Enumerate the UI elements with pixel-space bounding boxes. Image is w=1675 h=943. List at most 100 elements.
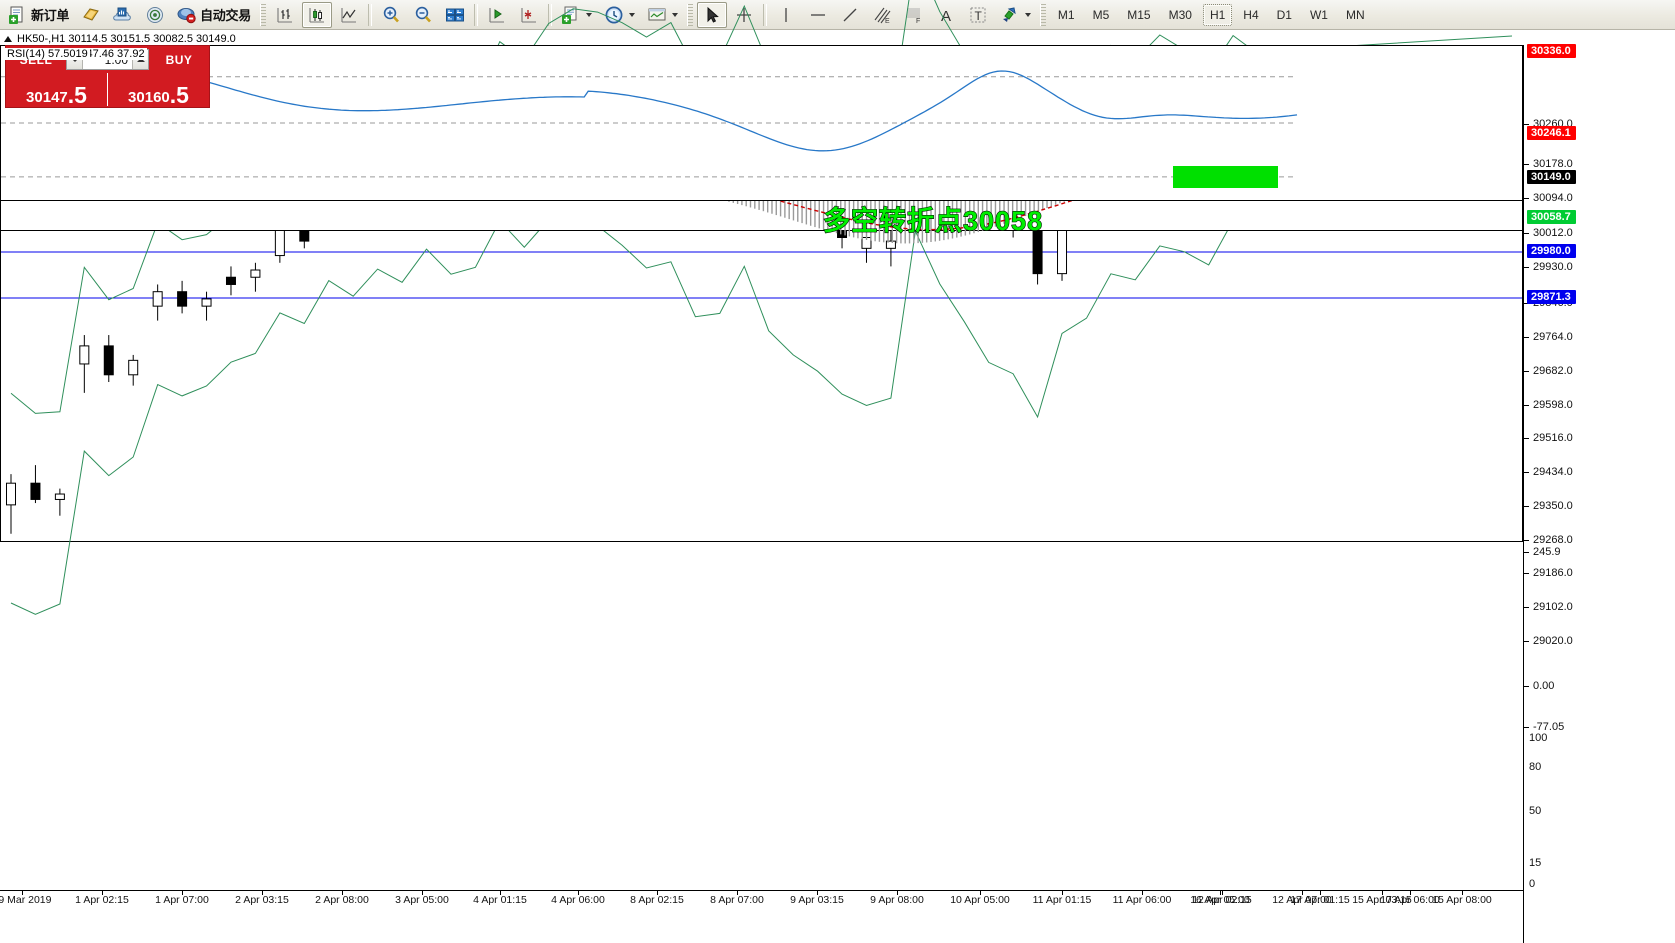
chevron-down-icon[interactable] (671, 12, 678, 17)
toolbar-grip[interactable] (686, 3, 693, 26)
sell-price[interactable]: 30147 .5 (6, 73, 108, 106)
time-axis-label: 16 Apr 05:00 (1190, 894, 1250, 906)
toolbar-grip[interactable] (1039, 3, 1046, 26)
price-axis-chip[interactable]: 29871.3 (1527, 290, 1576, 304)
rsi-chart-canvas (1, 68, 1298, 178)
price-axis-tick: 29764.0 (1524, 331, 1573, 343)
timeframe-d1[interactable]: D1 (1276, 7, 1292, 22)
price-axis-tick: 29268.0 (1524, 534, 1573, 546)
time-axis-label: 4 Apr 01:15 (473, 894, 527, 906)
period-icon (604, 5, 624, 25)
cursor-button[interactable] (696, 1, 727, 28)
text-icon: A (936, 5, 956, 25)
fibonacci-button[interactable]: F (899, 2, 929, 28)
time-axis-label: 11 Apr 01:15 (1032, 894, 1092, 906)
svg-text:T: T (974, 9, 982, 23)
price-axis-chip[interactable]: 29980.0 (1527, 244, 1576, 258)
signals-button[interactable] (140, 2, 170, 28)
expert-advisor-button[interactable] (76, 2, 106, 28)
timeframe-h4[interactable]: H4 (1243, 7, 1259, 22)
chart-shift-button[interactable] (482, 2, 512, 28)
timeframe-w1[interactable]: W1 (1309, 7, 1328, 22)
autotrading-label: 自动交易 (200, 8, 251, 23)
timeframe-m15[interactable]: M15 (1127, 7, 1151, 22)
time-axis-label: 9 Apr 08:00 (870, 894, 924, 906)
line-chart-button[interactable] (334, 2, 364, 28)
time-axis-label: 8 Apr 07:00 (710, 894, 764, 906)
price-axis-tick: 30178.0 (1524, 158, 1573, 170)
bar-chart-button[interactable] (270, 2, 300, 28)
rsi-axis-tick: 50 (1529, 805, 1542, 817)
bar-chart-icon (275, 5, 295, 25)
auto-scroll-button[interactable] (514, 2, 544, 28)
highlight-rectangle[interactable] (1173, 166, 1278, 188)
chevron-down-icon[interactable] (628, 12, 635, 17)
time-axis-label: 9 Apr 03:15 (790, 894, 844, 906)
time-axis-tick (422, 891, 423, 895)
macd-axis-tick: 0.00 (1524, 680, 1554, 692)
indicators-button[interactable] (556, 2, 597, 28)
main-toolbar: 新订单 (0, 0, 1675, 30)
chart-shift-icon (487, 5, 507, 25)
candle (128, 354, 139, 386)
price-axis-chip[interactable]: 30058.7 (1527, 210, 1576, 224)
symbols-button[interactable] (440, 2, 470, 28)
toolbar-separator (762, 3, 767, 26)
timeframe-m1[interactable]: M1 (1057, 7, 1075, 22)
vertical-line-button[interactable] (771, 2, 801, 28)
price-axis-tick: 29930.0 (1524, 261, 1573, 273)
price-axis-tick: 29350.0 (1524, 500, 1573, 512)
candle (6, 474, 16, 534)
candle (885, 226, 896, 267)
crosshair-button[interactable] (729, 2, 759, 28)
price-axis-tick: 29020.0 (1524, 635, 1573, 647)
price-axis-chip[interactable]: 30149.0 (1527, 170, 1576, 184)
rsi-pane[interactable]: RSI(14) 57.5019 (0, 45, 1523, 201)
equidistant-channel-button[interactable]: E (867, 2, 897, 28)
candle (177, 280, 188, 314)
rsi-line (4, 68, 1298, 152)
price-axis-chip[interactable]: 30336.0 (1527, 44, 1576, 58)
zoom-out-button[interactable] (408, 2, 438, 28)
time-axis-tick (102, 891, 103, 895)
time-axis-tick (262, 891, 263, 895)
price-axis[interactable]: 30336.0 30260.0 30246.1 30178.0 30149.0 30094… (1523, 44, 1675, 943)
shapes-button[interactable] (995, 2, 1036, 28)
timeframe-m30[interactable]: M30 (1168, 7, 1192, 22)
buy-price[interactable]: 30160 .5 (108, 73, 209, 106)
horizontal-line-button[interactable] (803, 2, 833, 28)
price-axis-chip[interactable]: 30246.1 (1527, 126, 1576, 140)
toolbar-grip[interactable] (259, 3, 266, 26)
text-label-button[interactable]: T (963, 2, 993, 28)
candlestick-chart-button[interactable] (301, 1, 332, 28)
price-axis-tick: 29682.0 (1524, 365, 1573, 377)
zoom-in-button[interactable] (376, 2, 406, 28)
chevron-down-icon[interactable] (585, 12, 592, 17)
templates-button[interactable] (642, 2, 683, 28)
expert-advisor-icon (81, 5, 101, 25)
timeframe-m5[interactable]: M5 (1092, 7, 1110, 22)
new-order-button[interactable]: 新订单 (3, 2, 74, 28)
time-axis-label: 15 Apr 03:15 (1352, 894, 1412, 906)
chevron-down-icon[interactable] (1024, 12, 1031, 17)
data-window-button[interactable] (108, 2, 138, 28)
candle (225, 266, 236, 296)
time-axis-tick (1462, 891, 1463, 895)
autotrading-button[interactable]: 自动交易 (172, 2, 256, 28)
period-button[interactable] (599, 2, 640, 28)
timeframe-mn[interactable]: MN (1345, 7, 1365, 22)
trade-panel-prices: 30147 .5 30160 .5 (6, 73, 209, 106)
text-button[interactable]: A (931, 2, 961, 28)
candle (201, 291, 212, 321)
chart-annotation[interactable]: 多空转折点30058 (822, 205, 1044, 236)
buy-button[interactable]: BUY (165, 52, 193, 67)
collapse-triangle-icon[interactable] (4, 35, 12, 42)
time-axis-label: 29 Mar 2019 (0, 894, 52, 906)
horizontal-line-icon (808, 5, 828, 25)
toolbar-separator (473, 3, 478, 26)
timeframe-h1[interactable]: H1 (1202, 3, 1233, 26)
sell-price-decimal: .5 (67, 81, 87, 108)
trendline-button[interactable] (835, 2, 865, 28)
price-axis-tick: 29102.0 (1524, 601, 1573, 613)
